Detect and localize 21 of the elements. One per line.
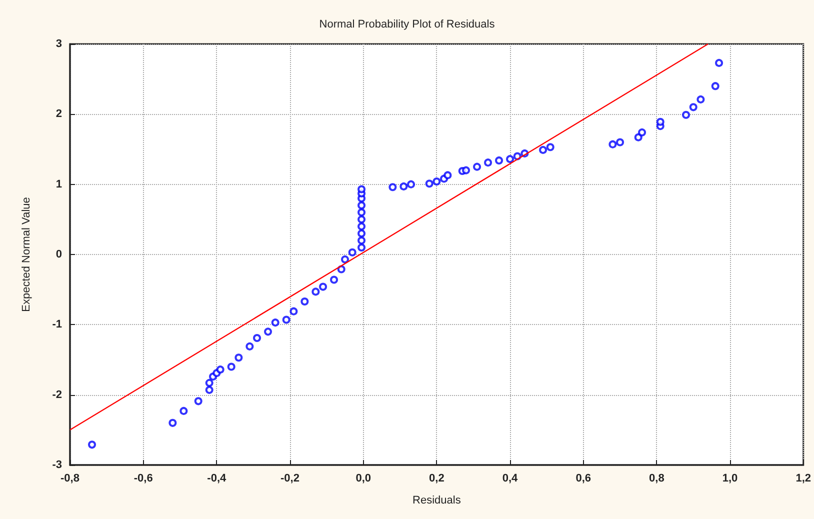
x-axis-title: Residuals [412, 494, 462, 506]
x-tick-label: 1,0 [722, 472, 738, 484]
y-axis-title: Expected Normal Value [20, 197, 32, 312]
x-tick-label: 0,2 [429, 472, 444, 484]
y-tick-label: 1 [56, 178, 62, 190]
x-tick-label: 1,2 [796, 472, 812, 484]
x-tick-label: 0,8 [649, 472, 664, 484]
y-tick-label: -1 [52, 318, 62, 331]
x-tick-label: -0,4 [207, 472, 228, 484]
y-tick-label: -2 [52, 388, 62, 401]
x-tick-label: -0,6 [134, 472, 153, 484]
x-tick-label: -0,2 [280, 472, 300, 484]
x-tick-label: 0,4 [502, 472, 519, 484]
y-tick-label: 0 [56, 248, 62, 260]
x-tick-label: 0,6 [576, 472, 591, 484]
chart-title: Normal Probability Plot of Residuals [319, 18, 496, 30]
y-tick-label: 2 [56, 108, 62, 120]
x-tick-label: -0,8 [60, 472, 80, 484]
y-tick-label: 3 [56, 38, 62, 50]
x-tick-label: 0,0 [356, 472, 371, 484]
y-tick-label: -3 [52, 459, 62, 471]
